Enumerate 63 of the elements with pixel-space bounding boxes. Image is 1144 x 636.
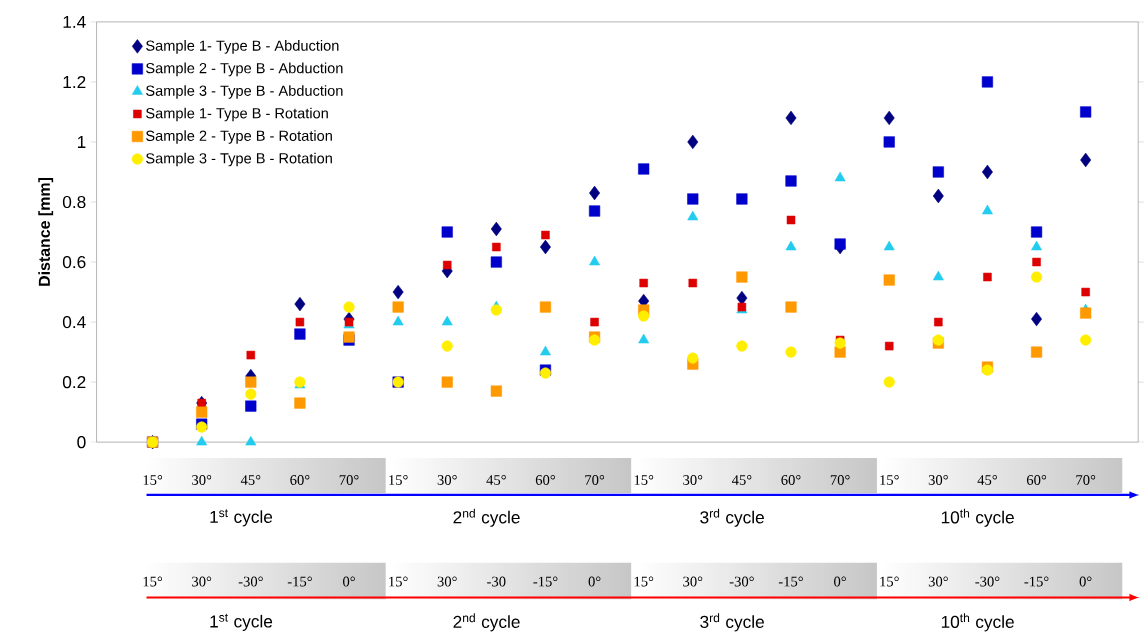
x-tick-label: 70° — [339, 474, 359, 485]
x-tick-label: 30° — [928, 474, 948, 485]
text: -30° — [238, 576, 263, 587]
legend-label: Sample 3 - Type B - Abduction — [146, 85, 343, 99]
text: 15° — [634, 576, 654, 587]
x-tick-label: 30° — [192, 474, 212, 485]
text: 2$^{nd}$ cycle — [453, 508, 520, 527]
text: -30° — [729, 576, 754, 587]
text: 15° — [880, 576, 899, 587]
text: 30° — [192, 576, 212, 587]
text: 0° — [588, 576, 601, 587]
text: -15° — [1024, 576, 1049, 587]
y-tick-label: 0.2 — [62, 375, 86, 389]
y-axis-title: Distance [mm] — [38, 177, 54, 286]
x-tick-label: 45° — [977, 474, 997, 485]
text: 1$^{st}$ cycle — [210, 613, 273, 631]
x-tick-label: 70° — [585, 474, 605, 485]
x-tick-label: 15° — [880, 474, 899, 485]
text: 1$^{st}$ cycle — [210, 509, 273, 527]
y-tick-label: 1.2 — [63, 75, 86, 88]
legend-label: Sample 1- Type B - Abduction — [146, 39, 339, 54]
x-tick-label: 60° — [781, 474, 801, 485]
x-tick-label: 60° — [535, 474, 555, 485]
y-tick-label: 1 — [77, 135, 86, 148]
text: -15° — [533, 576, 558, 587]
text: 3$^{rd}$ cycle — [700, 508, 764, 527]
x-tick-label: 30° — [683, 474, 703, 485]
y-tick-label: 1.4 — [63, 15, 86, 28]
x-tick-label: 15° — [389, 474, 408, 485]
y-tick-label: 0.8 — [62, 195, 86, 208]
legend-label: Sample 3 - Type B - Rotation — [146, 152, 332, 167]
y-tick-label: 0.4 — [62, 315, 86, 329]
legend-label: Sample 2 - Type B - Rotation — [146, 130, 332, 144]
text: 15° — [389, 576, 408, 587]
x-tick-label: 70° — [1076, 474, 1096, 485]
text: -30° — [975, 576, 1000, 587]
text: 10$^{th}$ cycle — [941, 508, 1014, 527]
text: -30 — [487, 576, 506, 587]
text: 2$^{nd}$ cycle — [453, 613, 520, 632]
text: 15° — [143, 576, 163, 587]
text: -15° — [778, 576, 803, 587]
text: 3$^{rd}$ cycle — [700, 613, 764, 632]
y-tick-label: 0 — [77, 435, 86, 449]
text: 30° — [437, 576, 457, 587]
x-tick-label: 45° — [731, 474, 752, 485]
x-tick-label: 15° — [634, 474, 654, 485]
x-tick-label: 30° — [437, 474, 457, 485]
y-tick-label: 0.6 — [62, 255, 86, 268]
text: 0° — [343, 576, 355, 587]
x-tick-label: 45° — [486, 474, 506, 485]
text: 0° — [834, 576, 846, 587]
text: 30° — [683, 576, 703, 587]
text: -15° — [287, 576, 312, 587]
x-tick-label: 70° — [830, 474, 850, 485]
x-tick-label: 60° — [290, 474, 310, 485]
x-tick-label: 60° — [1026, 474, 1047, 485]
legend-label: Sample 1- Type B - Rotation — [146, 107, 328, 122]
text: 30° — [928, 576, 948, 587]
x-tick-label: 45° — [240, 474, 261, 485]
text: 0° — [1079, 576, 1092, 587]
text: 10$^{th}$ cycle — [941, 613, 1014, 632]
x-tick-label: 15° — [143, 474, 163, 485]
legend-label: Sample 2 - Type B - Abduction — [146, 62, 343, 77]
